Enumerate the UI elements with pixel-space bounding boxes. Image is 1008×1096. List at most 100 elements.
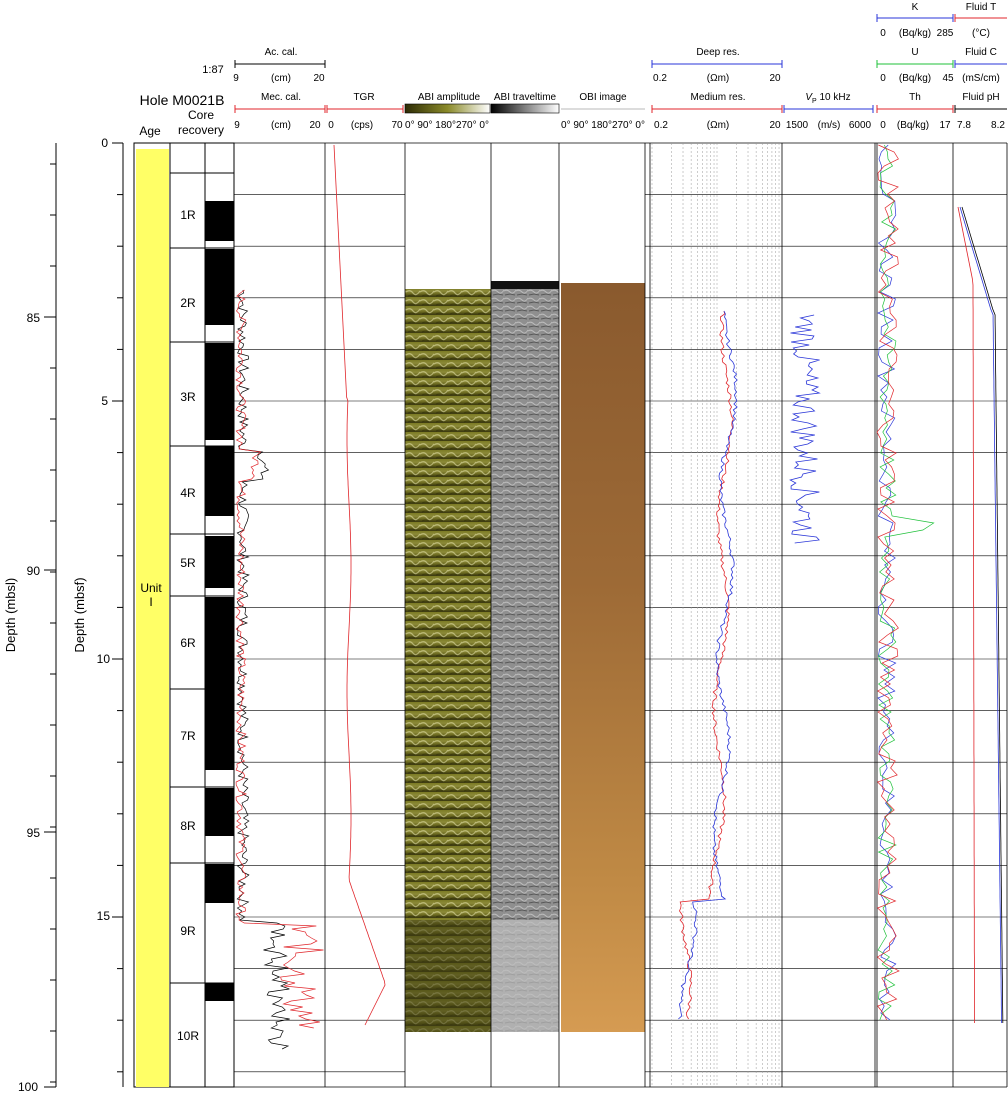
core-recovered-interval	[205, 788, 234, 836]
svg-text:8.2: 8.2	[991, 120, 1005, 131]
svg-text:(°C): (°C)	[972, 28, 990, 39]
core-label-10R: 10R	[177, 1029, 199, 1043]
mbsf-axis: Depth (mbsf) 0 5 10 15	[72, 136, 124, 1087]
fluid-ph-curve	[961, 206, 1004, 1023]
core-label-5R: 5R	[180, 556, 196, 570]
svg-text:20: 20	[769, 73, 781, 84]
svg-text:17: 17	[939, 120, 951, 131]
mbsf-axis-label: Depth (mbsf)	[72, 577, 87, 652]
mbsl-axis: Depth (mbsl) 85 90 95 100	[3, 143, 57, 1094]
svg-text:TGR: TGR	[353, 92, 374, 103]
core-recovery-header-1: Core	[188, 108, 214, 122]
svg-text:VP 10 kHz: VP 10 kHz	[805, 92, 850, 105]
svg-text:0° 90° 180°270° 0°: 0° 90° 180°270° 0°	[561, 120, 645, 131]
svg-text:Th: Th	[909, 92, 921, 103]
core-recovery-header-2: recovery	[178, 123, 224, 137]
ac-cal-header: Ac. cal. 9 (cm) 20	[233, 47, 326, 84]
mbsf-tick-0: 0	[101, 136, 108, 150]
core-label-4R: 4R	[180, 486, 196, 500]
svg-text:0.2: 0.2	[653, 73, 667, 84]
mbsl-axis-label: Depth (mbsl)	[3, 578, 18, 652]
core-label-8R: 8R	[180, 819, 196, 833]
svg-text:Deep res.: Deep res.	[696, 47, 739, 58]
svg-text:Fluid C: Fluid C	[965, 47, 997, 58]
th-header: Th 0 (Bq/kg) 17	[876, 92, 954, 131]
core-recovered-interval	[205, 201, 234, 241]
svg-text:0.2: 0.2	[654, 120, 668, 131]
th-curve	[876, 144, 900, 1021]
mbsf-tick-5: 5	[101, 394, 108, 408]
svg-text:0: 0	[880, 28, 886, 39]
core-recovered-interval	[205, 343, 234, 440]
svg-text:70: 70	[391, 120, 403, 131]
ac-cal-curve	[236, 289, 290, 1050]
svg-text:1500: 1500	[786, 120, 809, 131]
svg-text:ABI amplitude: ABI amplitude	[418, 92, 481, 103]
mbsf-tick-10: 10	[97, 652, 111, 666]
svg-text:0° 90° 180°270° 0°: 0° 90° 180°270° 0°	[405, 120, 489, 131]
deep-res-header: Deep res. 0.2 (Ωm) 20	[651, 47, 783, 84]
age-unit-fill	[136, 149, 169, 1087]
fluid-c-header: Fluid C (mS/cm)	[954, 47, 1007, 84]
medium-res-curve	[679, 310, 734, 1020]
svg-text:(Ωm): (Ωm)	[707, 120, 729, 131]
abi-amplitude-header: ABI amplitude 0° 90° 180°270° 0°	[404, 92, 491, 131]
svg-text:OBI image: OBI image	[579, 92, 627, 103]
vp-curve	[789, 314, 821, 544]
tgr-header: TGR 0 (cps) 70	[326, 92, 404, 131]
mbsl-tick-100: 100	[18, 1080, 38, 1094]
svg-text:9: 9	[234, 120, 240, 131]
svg-text:Medium res.: Medium res.	[690, 92, 745, 103]
svg-text:0: 0	[880, 120, 886, 131]
svg-text:ABI traveltime: ABI traveltime	[494, 92, 557, 103]
mbsl-tick-85: 85	[27, 311, 41, 325]
resistivity-log-grid	[651, 143, 780, 1087]
svg-text:7.8: 7.8	[957, 120, 971, 131]
fluid-t-header: Fluid T (°C)	[954, 2, 1007, 39]
unit-label-2: I	[149, 595, 152, 609]
svg-text:(Ωm): (Ωm)	[707, 73, 729, 84]
svg-text:285: 285	[937, 28, 954, 39]
fluid-t-curve	[957, 206, 975, 1023]
svg-text:K: K	[912, 2, 919, 13]
mbsl-tick-90: 90	[27, 564, 41, 578]
core-recovered-interval	[205, 249, 234, 325]
vp-header: VP 10 kHz 1500 (m/s) 6000	[783, 92, 874, 131]
k-header: K 0 (Bq/kg) 285	[876, 2, 954, 39]
obi-image-header: OBI image 0° 90° 180°270° 0°	[561, 92, 645, 131]
fluid-c-curve	[959, 206, 1002, 1024]
svg-text:20: 20	[769, 120, 781, 131]
abi-traveltime-image	[491, 281, 559, 1032]
age-column: Unit I	[133, 142, 171, 1088]
svg-text:(Bq/kg): (Bq/kg)	[897, 120, 929, 131]
svg-text:9: 9	[233, 73, 239, 84]
core-label-1R: 1R	[180, 208, 196, 222]
hole-title: Hole M0021B	[140, 92, 225, 108]
medium-res-header: Medium res. 0.2 (Ωm) 20	[651, 92, 783, 131]
mbsf-tick-15: 15	[97, 909, 111, 923]
svg-text:6000: 6000	[849, 120, 872, 131]
mec-cal-curve	[235, 289, 324, 1029]
core-label-3R: 3R	[180, 390, 196, 404]
svg-text:0: 0	[328, 120, 334, 131]
tgr-curve	[333, 144, 386, 1026]
svg-text:U: U	[911, 47, 918, 58]
svg-text:20: 20	[309, 120, 321, 131]
svg-text:45: 45	[942, 73, 954, 84]
age-header: Age	[139, 124, 161, 138]
u-header: U 0 (Bq/kg) 45	[876, 47, 954, 84]
core-recovered-interval	[205, 597, 234, 770]
mbsl-tick-95: 95	[27, 826, 41, 840]
log-curves	[235, 144, 1004, 1050]
svg-text:(Bq/kg): (Bq/kg)	[899, 73, 931, 84]
abi-amplitude-image	[405, 289, 491, 1032]
svg-text:(cm): (cm)	[271, 120, 291, 131]
svg-text:(cps): (cps)	[351, 120, 373, 131]
svg-text:(m/s): (m/s)	[818, 120, 841, 131]
abi-traveltime-header: ABI traveltime	[490, 92, 560, 114]
svg-text:Fluid pH: Fluid pH	[962, 92, 999, 103]
mec-cal-header: Mec. cal. 9 (cm) 20	[234, 92, 326, 131]
core-label-9R: 9R	[180, 924, 196, 938]
core-recovered-interval	[205, 864, 234, 903]
